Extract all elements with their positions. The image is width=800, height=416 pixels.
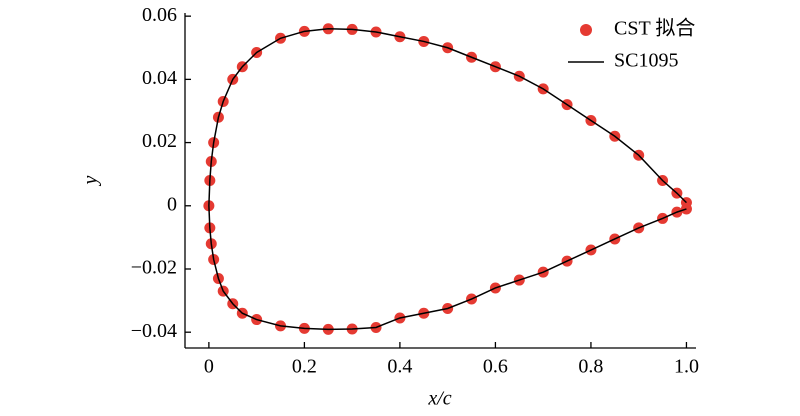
x-tick-label: 0 (204, 356, 214, 378)
legend-label: CST 拟合 (614, 17, 695, 40)
legend-marker (580, 24, 592, 36)
y-tick-label: −0.04 (131, 320, 177, 342)
legend-label: SC1095 (614, 50, 678, 72)
x-tick-label: 0.6 (483, 356, 508, 378)
y-tick-label: 0.02 (142, 130, 177, 152)
y-tick-label: −0.02 (131, 257, 177, 279)
x-tick-label: 0.2 (292, 356, 317, 378)
x-tick-label: 0.4 (387, 356, 412, 378)
y-axis-label: y (80, 175, 102, 186)
x-tick-label: 0.8 (578, 356, 603, 378)
x-tick-label: 1.0 (674, 356, 699, 378)
x-axis-label: x/c (427, 388, 451, 410)
line (208, 28, 687, 331)
y-tick-label: 0.06 (142, 4, 177, 26)
y-tick-label: 0 (167, 193, 177, 215)
y-tick-label: 0.04 (142, 67, 177, 89)
